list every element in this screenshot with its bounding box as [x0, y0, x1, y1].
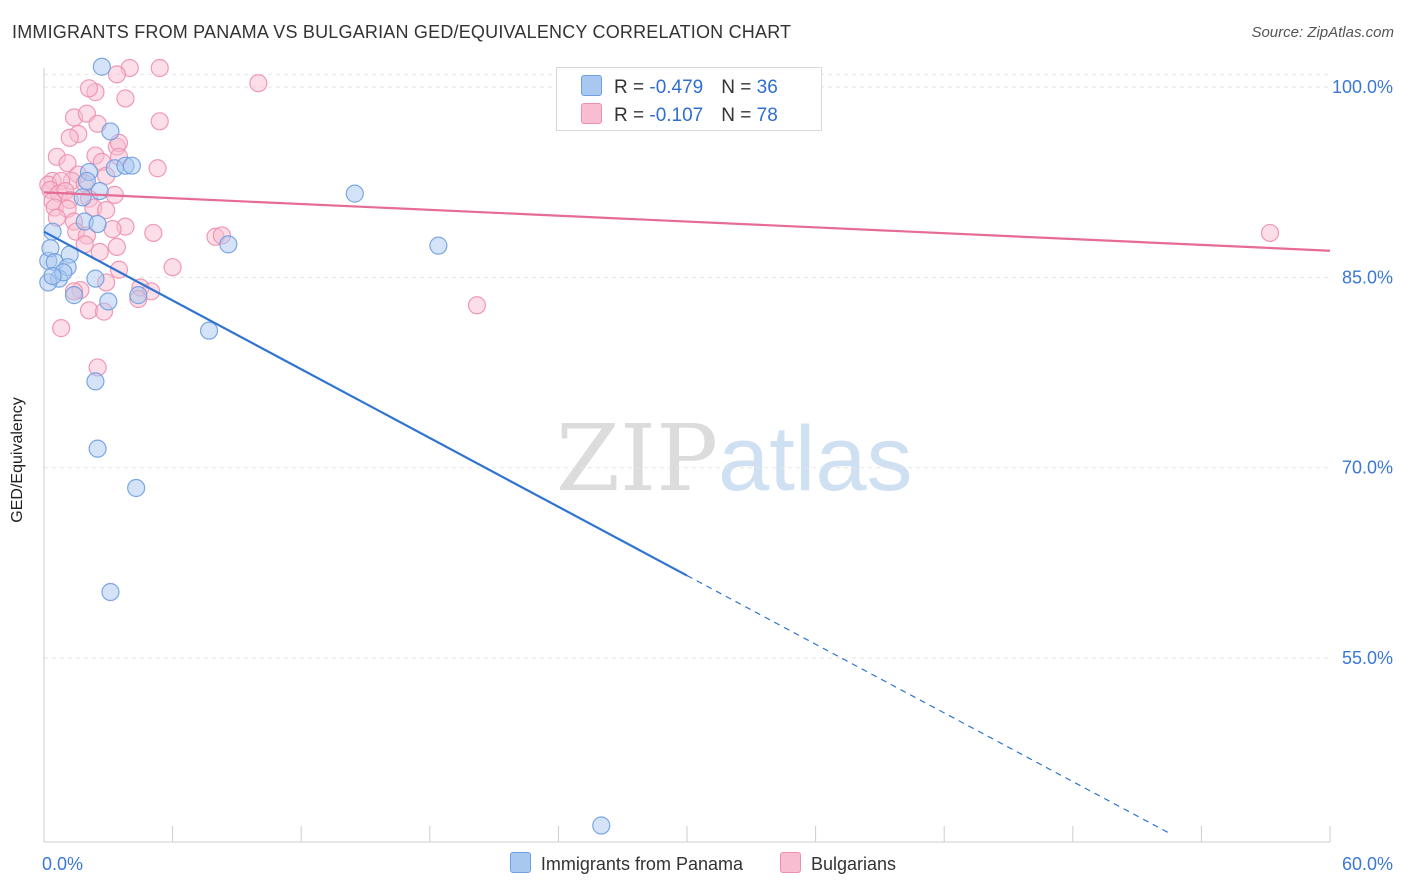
panama-point — [122, 156, 141, 175]
bulgarian-point — [52, 319, 71, 338]
stats-legend: R = -0.479 N = 36 R = -0.107 N = 78 — [556, 67, 822, 131]
bulgarian-point — [150, 112, 169, 131]
panama-point — [86, 269, 105, 288]
panama-point — [429, 236, 448, 255]
panama-point — [345, 184, 364, 203]
legend-r-label: R = — [614, 77, 650, 98]
legend-n-value: 78 — [756, 105, 778, 126]
bulgarian-point — [60, 128, 79, 147]
series-swatch-panama — [509, 852, 531, 873]
bulgarian-point — [144, 223, 163, 243]
series-legend: Immigrants from Panama Bulgarians — [0, 852, 1406, 875]
bulgarian-point — [107, 237, 126, 257]
panama-point — [101, 582, 120, 602]
panama-point — [73, 188, 92, 207]
panama-point — [129, 286, 148, 305]
legend-n-value: 36 — [756, 77, 778, 98]
y-tick-label: 85.0% — [1342, 267, 1393, 287]
bulgarian-trend-line — [43, 191, 1331, 252]
series-legend-panama: Immigrants from Panama — [509, 852, 743, 875]
source-credit: Source: ZipAtlas.com — [1251, 24, 1394, 41]
bulgarian-point — [249, 74, 268, 93]
panama-point — [88, 439, 107, 458]
x-tick-label: 0.0% — [42, 854, 83, 874]
series-legend-bulgarians: Bulgarians — [780, 852, 896, 875]
bulgarian-point — [58, 154, 77, 173]
bulgarian-point — [107, 65, 126, 84]
panama-point — [86, 372, 105, 391]
chart-title: IMMIGRANTS FROM PANAMA VS BULGARIAN GED/… — [12, 22, 792, 42]
legend-r-label: R = — [614, 105, 650, 126]
legend-row-bulgarians: R = -0.107 N = 78 — [581, 103, 778, 126]
panama-point — [199, 321, 219, 340]
bulgarian-point — [148, 159, 167, 178]
legend-swatch-panama — [581, 75, 602, 96]
panama-point — [101, 122, 120, 141]
panama-point — [43, 266, 62, 286]
legend-row-panama: R = -0.479 N = 36 — [581, 75, 778, 98]
bulgarian-point — [116, 89, 135, 108]
y-tick-label: 55.0% — [1342, 648, 1393, 668]
panama-point — [90, 181, 109, 201]
panama-point — [43, 222, 62, 241]
panama-point — [88, 214, 107, 234]
series-label-panama: Immigrants from Panama — [540, 854, 743, 874]
bulgarian-point — [1260, 223, 1280, 243]
bulgarian-point — [97, 201, 116, 220]
bulgarian-point — [467, 296, 487, 315]
y-tick-label: 70.0% — [1342, 458, 1393, 478]
panama-point — [592, 816, 611, 835]
bulgarian-point — [79, 79, 99, 98]
legend-swatch-bulgarians — [581, 103, 602, 124]
legend-r-value: -0.107 — [649, 105, 704, 126]
legend-r-value: -0.479 — [649, 77, 704, 98]
legend-n-label: N = — [721, 77, 757, 98]
bulgarian-point — [150, 58, 169, 78]
bulgarian-point — [163, 258, 182, 277]
panama-trend-extension — [686, 575, 1170, 834]
panama-trend-line — [43, 230, 688, 577]
legend-n-label: N = — [721, 105, 757, 126]
panama-point — [99, 292, 118, 311]
panama-point — [127, 478, 146, 498]
y-axis-label: GED/Equivalency — [9, 397, 26, 523]
panama-point — [219, 235, 238, 254]
x-tick-label: 60.0% — [1342, 854, 1393, 874]
y-tick-label: 100.0% — [1332, 77, 1393, 97]
panama-point — [64, 286, 84, 305]
series-label-bulgarians: Bulgarians — [811, 854, 897, 874]
series-swatch-bulgarians — [780, 852, 801, 873]
bulgarian-point — [79, 301, 99, 320]
panama-point — [92, 57, 111, 76]
